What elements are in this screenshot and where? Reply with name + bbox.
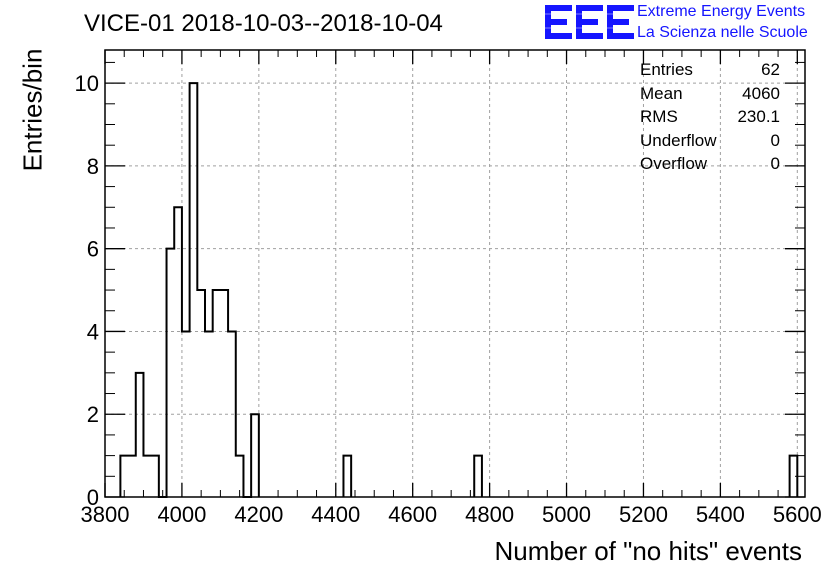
stat-value: 0 [770,130,780,150]
histogram-bin [213,290,221,497]
y-tick-label: 0 [87,485,99,510]
stat-label: RMS [640,107,678,126]
stat-value: 230.1 [737,107,780,126]
eee-logo [543,5,637,39]
logo-text-line-2: La Scienza nelle Scuole [637,24,808,41]
chart-title: VICE-01 2018-10-03--2018-10-04 [84,10,443,37]
grid-lines [104,50,805,497]
x-tick-label: 4200 [234,502,283,527]
histogram-outline [473,454,483,497]
histogram-outline [788,454,799,497]
x-tick-label: 4000 [157,502,206,527]
x-tick-label: 4600 [388,502,437,527]
y-tick-label: 10 [75,71,99,96]
histogram-bin [220,290,228,497]
histogram-bin [174,207,182,497]
stat-row-rms: RMS 230.1 [640,105,780,129]
axis-ticks [104,50,805,498]
histogram-bin [474,456,482,497]
plot-frame [104,49,806,498]
x-tick-label: 5000 [542,502,591,527]
histogram-bin [128,456,136,497]
stat-value: 0 [770,154,780,173]
histogram-outline [119,82,260,498]
stat-row-underflow: Underflow 0 [640,129,780,153]
x-tick-label: 5400 [696,502,745,527]
histogram-outline [342,454,353,497]
histogram-bin [343,456,351,497]
stat-row-mean: Mean 4060 [640,82,780,106]
x-tick-label: 4800 [465,502,514,527]
histogram-bin [251,414,259,497]
y-tick-label: 6 [87,237,99,262]
x-tick-label: 5600 [773,502,822,527]
x-tick-label: 5200 [619,502,668,527]
x-tick-label: 3800 [81,502,130,527]
y-tick-label: 8 [87,154,99,179]
stat-value: 62 [761,60,780,79]
histogram-bin [143,456,151,497]
y-tick-label: 2 [87,402,99,427]
logo-text-line-1: Extreme Energy Events [637,3,806,20]
stat-label: Entries [640,60,693,79]
stat-label: Underflow [640,130,717,150]
histogram-bars [119,82,799,498]
histogram-bin [151,456,159,497]
stat-value: 4060 [742,83,780,103]
stat-row-overflow: Overflow 0 [640,152,780,176]
stat-label: Overflow [640,154,708,173]
stats-box: Entries 62 Mean 4060 RMS 230.1 Underflow… [640,58,780,176]
stat-label: Mean [640,83,683,103]
histogram-bin [197,290,205,497]
stat-row-entries: Entries 62 [640,58,780,82]
y-tick-label: 4 [87,319,99,344]
histogram-bin [136,373,144,497]
x-axis-label: Number of "no hits" events [494,536,803,566]
tick-labels: 3800 4000 4200 4400 4600 4800 5000 5200 5400 5600… [75,71,822,527]
histogram-bin [167,249,175,497]
y-axis-label: Entries/bin [17,48,48,172]
x-tick-label: 4400 [311,502,360,527]
histogram-bin [190,83,198,497]
